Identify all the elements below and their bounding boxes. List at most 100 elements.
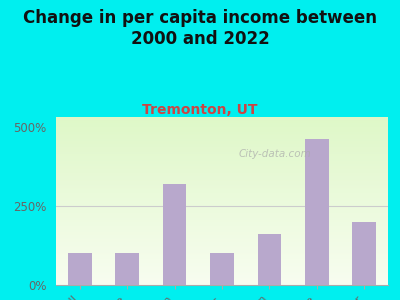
Bar xyxy=(56,279,388,280)
Bar xyxy=(56,137,388,138)
Bar xyxy=(56,142,388,143)
Bar xyxy=(56,164,388,165)
Bar xyxy=(56,175,388,176)
Bar xyxy=(56,128,388,129)
Bar xyxy=(56,240,388,241)
Bar xyxy=(56,282,388,283)
Bar xyxy=(56,178,388,180)
Bar xyxy=(56,203,388,204)
Bar xyxy=(56,257,388,258)
Bar xyxy=(56,147,388,148)
Bar xyxy=(56,143,388,144)
Bar xyxy=(56,194,388,195)
Bar xyxy=(56,277,388,278)
Bar xyxy=(56,145,388,146)
Bar xyxy=(56,218,388,219)
Bar xyxy=(56,188,388,189)
Bar xyxy=(56,213,388,214)
Bar xyxy=(56,214,388,216)
Bar xyxy=(56,149,388,151)
Bar xyxy=(56,117,388,118)
Bar xyxy=(56,186,388,188)
Bar xyxy=(56,256,388,257)
Bar xyxy=(56,237,388,238)
Bar xyxy=(56,122,388,123)
Bar xyxy=(56,238,388,239)
Bar xyxy=(56,146,388,147)
Bar xyxy=(56,153,388,154)
Bar xyxy=(56,200,388,201)
Bar xyxy=(56,165,388,166)
Bar xyxy=(56,262,388,264)
Bar xyxy=(56,196,388,198)
Bar xyxy=(56,233,388,235)
Bar xyxy=(56,246,388,247)
Bar xyxy=(56,264,388,265)
Bar xyxy=(56,258,388,259)
Bar xyxy=(56,232,388,233)
Bar xyxy=(56,272,388,273)
Bar xyxy=(56,260,388,262)
Bar xyxy=(56,265,388,266)
Bar xyxy=(56,167,388,169)
Bar xyxy=(56,219,388,220)
Bar xyxy=(163,184,186,285)
Bar xyxy=(56,134,388,135)
Bar xyxy=(305,139,329,285)
Bar xyxy=(56,211,388,212)
Bar xyxy=(56,255,388,256)
Bar xyxy=(56,183,388,184)
Bar xyxy=(56,127,388,128)
Bar xyxy=(56,157,388,158)
Bar xyxy=(56,176,388,178)
Bar xyxy=(56,212,388,213)
Bar xyxy=(56,270,388,272)
Bar xyxy=(56,227,388,228)
Bar xyxy=(56,266,388,267)
Bar xyxy=(56,259,388,260)
Bar xyxy=(56,228,388,229)
Bar xyxy=(56,221,388,222)
Bar xyxy=(56,169,388,170)
Bar xyxy=(56,207,388,208)
Bar xyxy=(56,247,388,248)
Bar xyxy=(56,248,388,249)
Bar xyxy=(56,239,388,240)
Bar xyxy=(56,125,388,126)
Bar xyxy=(56,138,388,140)
Bar xyxy=(56,276,388,277)
Bar xyxy=(56,140,388,142)
Bar xyxy=(56,126,388,127)
Bar xyxy=(56,124,388,125)
Bar xyxy=(56,206,388,207)
Bar xyxy=(56,193,388,194)
Bar xyxy=(56,195,388,196)
Bar xyxy=(56,204,388,206)
Bar xyxy=(56,155,388,156)
Bar xyxy=(56,210,388,211)
Bar xyxy=(56,169,388,171)
Bar xyxy=(56,173,388,174)
Bar xyxy=(56,280,388,282)
Bar xyxy=(258,234,281,285)
Bar xyxy=(56,278,388,279)
Bar xyxy=(56,189,388,190)
Bar xyxy=(56,181,388,182)
Bar xyxy=(56,230,388,231)
Bar xyxy=(56,244,388,245)
Bar xyxy=(56,253,388,254)
Bar xyxy=(56,254,388,255)
Bar xyxy=(56,166,388,167)
Bar xyxy=(56,180,388,181)
Bar xyxy=(56,148,388,149)
Bar xyxy=(56,226,388,227)
Text: City-data.com: City-data.com xyxy=(238,149,311,159)
Bar xyxy=(56,267,388,268)
Bar xyxy=(56,224,388,226)
Bar xyxy=(56,133,388,134)
Bar xyxy=(56,184,388,185)
Bar xyxy=(56,162,388,163)
Bar xyxy=(56,202,388,203)
Bar xyxy=(56,231,388,232)
Bar xyxy=(56,275,388,276)
